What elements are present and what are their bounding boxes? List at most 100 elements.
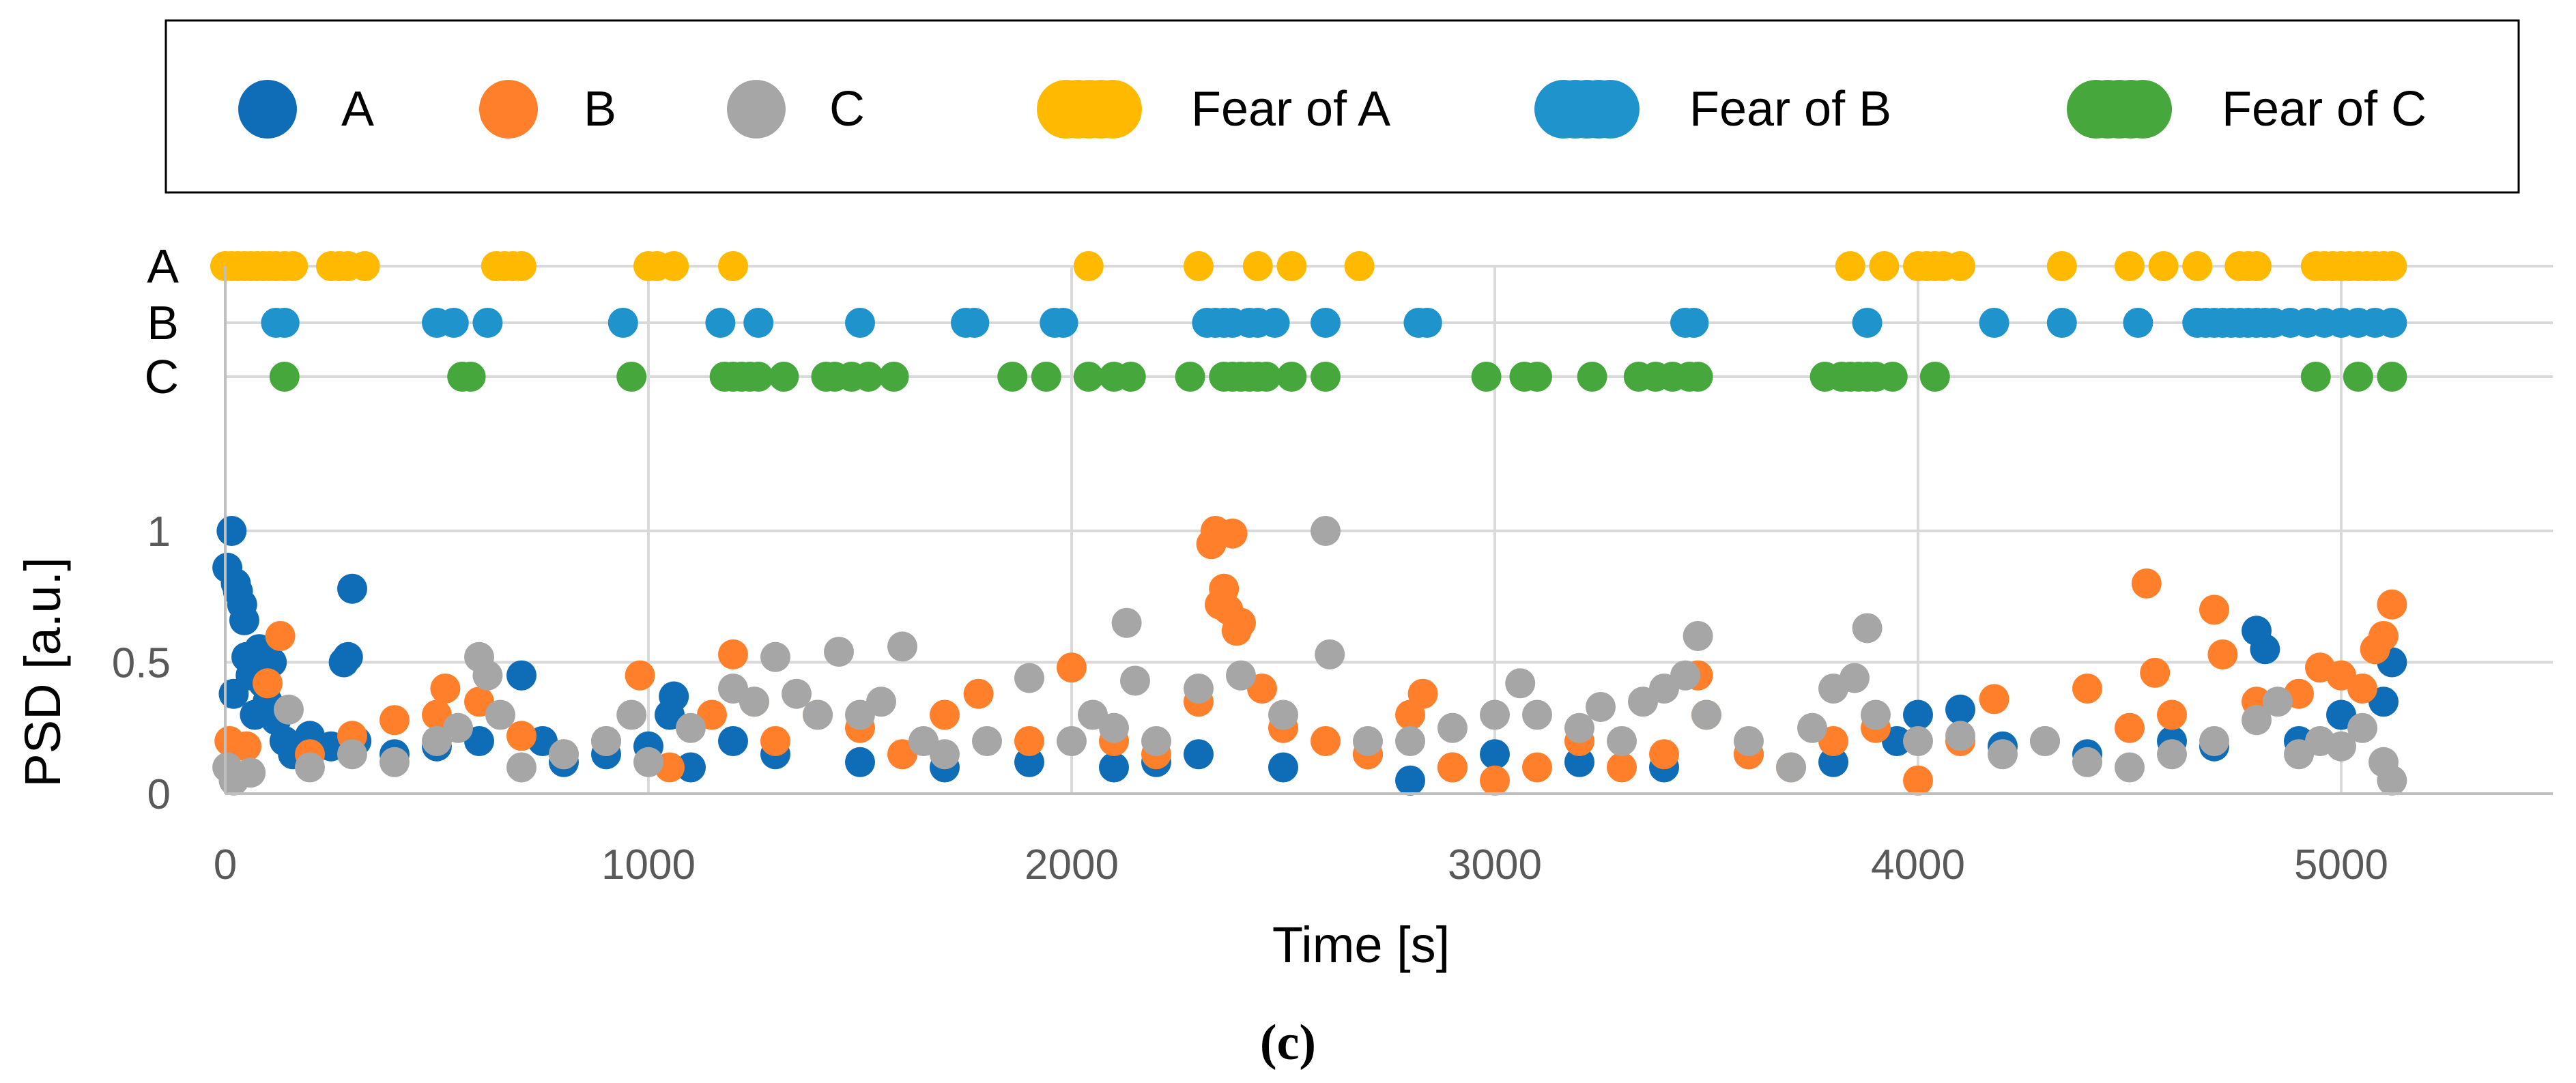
fear-event-point	[269, 308, 300, 338]
fear-event-point	[853, 362, 884, 392]
psd-point-c	[274, 694, 304, 725]
fear-event-point	[2377, 362, 2407, 392]
psd-point-a	[1903, 699, 1933, 730]
psd-point-c	[1797, 712, 1827, 743]
psd-point-b	[930, 699, 960, 730]
psd-point-c	[1141, 726, 1171, 756]
psd-point-b	[1217, 518, 1248, 549]
psd-point-c	[1099, 712, 1129, 743]
psd-point-c	[2242, 705, 2272, 736]
legend-marker-a	[238, 80, 297, 139]
psd-point-b	[1014, 726, 1044, 756]
psd-point-b	[2377, 589, 2407, 620]
figure-caption: (c)	[1260, 1015, 1316, 1071]
psd-point-c	[1311, 516, 1341, 546]
x-tick-label: 0	[214, 841, 237, 889]
fear-event-point	[269, 362, 300, 392]
fear-event-point	[2377, 308, 2407, 338]
psd-point-c	[295, 752, 325, 783]
psd-points	[212, 516, 2407, 796]
axes: 0 1000 2000 3000 4000 5000 0 0.5 1 ABC	[112, 240, 2553, 889]
psd-point-a	[2250, 634, 2280, 665]
fear-event-point	[743, 308, 774, 338]
psd-point-b	[253, 668, 283, 699]
y-tick-label: 1	[147, 508, 171, 555]
psd-point-a	[1268, 752, 1298, 783]
psd-point-c	[1120, 665, 1150, 696]
psd-point-a	[845, 747, 875, 777]
psd-point-b	[2347, 674, 2377, 704]
psd-point-a	[1945, 694, 1975, 725]
psd-point-c	[1014, 663, 1044, 693]
legend-band-dot	[1581, 80, 1640, 139]
psd-point-c	[235, 757, 266, 788]
y-tick-label: 0	[147, 771, 171, 818]
psd-point-b	[430, 674, 461, 704]
psd-point-b	[1903, 765, 1933, 796]
psd-point-c	[616, 699, 647, 730]
psd-point-a	[1480, 739, 1510, 770]
y-tick-label: 0.5	[112, 640, 171, 687]
x-tick-label: 3000	[1448, 841, 1542, 889]
psd-point-a	[1818, 747, 1848, 777]
psd-point-b	[2115, 712, 2145, 743]
psd-point-a	[1184, 739, 1214, 770]
fear-event-point	[1251, 362, 1282, 392]
fear-event-point	[438, 308, 469, 338]
psd-point-b	[2157, 699, 2187, 730]
psd-point-a	[337, 573, 367, 604]
psd-point-a	[216, 516, 247, 546]
psd-point-b	[1311, 726, 1341, 756]
fear-event-point	[1869, 251, 1900, 281]
fear-event-point	[1945, 251, 1975, 281]
fear-row-label: C	[144, 350, 179, 403]
fear-event-point	[1031, 362, 1061, 392]
psd-point-c	[443, 712, 473, 743]
psd-point-c	[803, 699, 833, 730]
psd-point-b	[1522, 752, 1552, 783]
psd-point-c	[337, 739, 367, 770]
fear-event-point	[278, 251, 309, 281]
legend-band-dot	[2113, 80, 2172, 139]
psd-point-b	[1480, 765, 1510, 796]
fear-event-point	[2123, 308, 2153, 338]
x-tick-label: 4000	[1871, 841, 1965, 889]
psd-point-a	[229, 605, 259, 635]
legend-label-fear-c: Fear of C	[2222, 82, 2427, 136]
legend-marker-b	[479, 80, 538, 139]
legend: A B C Fear of A Fear of B Fear of C	[164, 19, 2520, 194]
psd-point-b	[2369, 621, 2399, 651]
fear-event-point	[705, 308, 736, 338]
fear-event-point	[1471, 362, 1502, 392]
psd-point-c	[2377, 765, 2407, 796]
psd-point-c	[2115, 752, 2145, 783]
psd-point-c	[1776, 752, 1806, 783]
fear-event-point	[1919, 362, 1950, 392]
psd-point-c	[1945, 721, 1975, 751]
psd-point-b	[625, 660, 655, 691]
psd-point-a	[1564, 747, 1594, 777]
fear-event-point	[1683, 362, 1713, 392]
psd-point-c	[549, 739, 579, 770]
psd-point-c	[2157, 739, 2187, 770]
legend-marker-fear-c	[2067, 80, 2172, 139]
psd-point-b	[2207, 639, 2238, 669]
psd-point-c	[676, 712, 706, 743]
fear-event-point	[1311, 362, 1341, 392]
fear-event-point	[997, 362, 1028, 392]
fear-event-point	[2046, 251, 2077, 281]
psd-point-a	[1395, 765, 1425, 796]
psd-point-b	[2131, 568, 2162, 598]
psd-point-c	[2030, 726, 2060, 756]
fear-event-point	[743, 362, 774, 392]
psd-point-c	[1586, 691, 1616, 722]
psd-point-c	[1268, 699, 1298, 730]
psd-point-c	[1691, 699, 1721, 730]
fear-event-rows	[210, 251, 2407, 392]
psd-point-b	[718, 639, 748, 669]
psd-point-c	[1395, 726, 1425, 756]
psd-point-c	[1683, 621, 1713, 651]
fear-event-point	[2182, 251, 2213, 281]
psd-point-c	[2326, 731, 2356, 762]
fear-event-point	[2115, 251, 2145, 281]
